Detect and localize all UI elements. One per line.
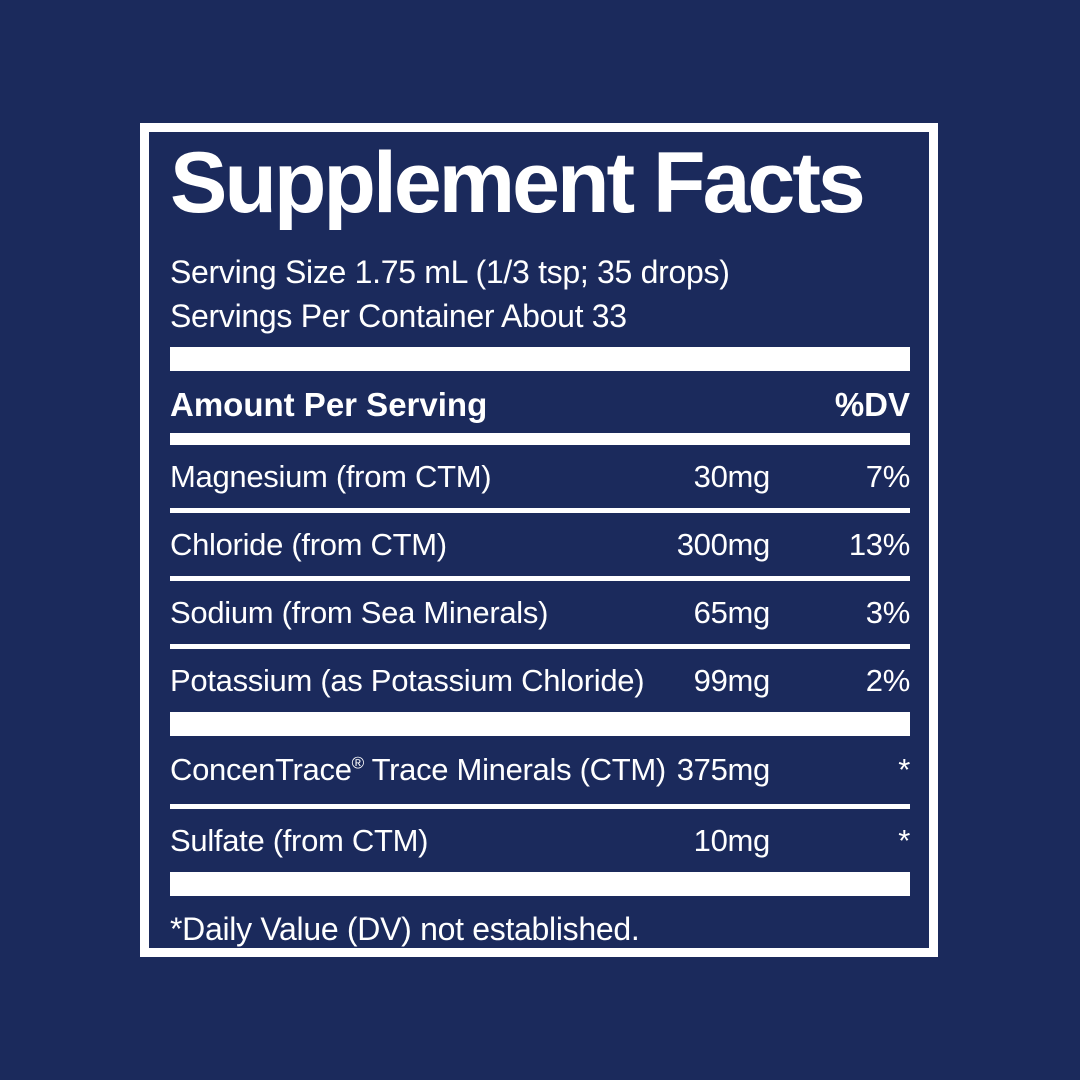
table-row: Magnesium (from CTM) 30mg 7% [170, 445, 910, 508]
table-row: Sodium (from Sea Minerals) 65mg 3% [170, 581, 910, 644]
nutrient-amount: 375mg [676, 752, 771, 787]
nutrient-name: Sulfate (from CTM) [170, 823, 694, 859]
supplement-facts-panel: Supplement Facts Serving Size 1.75 mL (1… [140, 123, 938, 957]
nutrient-name-text: ConcenTrace [170, 752, 352, 787]
nutrient-amount: 300mg [676, 526, 771, 562]
thin-separator [170, 804, 910, 809]
thin-separator [170, 576, 910, 581]
nutrient-dv: * [898, 752, 910, 787]
nutrient-name: Potassium (as Potassium Chloride) [170, 663, 694, 699]
nutrient-name: ConcenTrace® Trace Minerals (CTM) [170, 752, 677, 788]
nutrient-amount: 65mg [693, 594, 771, 630]
registered-mark: ® [351, 753, 365, 773]
nutrient-name: Sodium (from Sea Minerals) [170, 595, 694, 631]
dv-heading: %DV [834, 386, 910, 423]
thick-separator-bottom [170, 872, 910, 896]
nutrient-name-text: Magnesium (from CTM) [170, 458, 492, 494]
nutrient-amount: 99mg [693, 662, 771, 698]
nutrient-name: Chloride (from CTM) [170, 527, 677, 563]
nutrient-amount: 10mg [693, 822, 771, 858]
table-row: ConcenTrace® Trace Minerals (CTM) 375mg … [170, 736, 910, 804]
nutrient-dv: 2% [865, 662, 911, 698]
serving-size-text: Serving Size 1.75 mL (1/3 tsp; 35 drops) [170, 254, 730, 290]
serving-info: Serving Size 1.75 mL (1/3 tsp; 35 drops)… [170, 250, 910, 338]
nutrient-dv: * [898, 822, 910, 858]
nutrient-name-text: Sulfate (from CTM) [170, 822, 429, 858]
thin-separator [170, 508, 910, 513]
nutrient-dv: 13% [848, 526, 910, 562]
amount-per-serving-heading: Amount Per Serving [170, 386, 488, 423]
nutrient-name: Magnesium (from CTM) [170, 459, 694, 495]
nutrient-name-text: Trace Minerals (CTM) [363, 752, 667, 787]
nutrient-dv: 7% [865, 458, 911, 494]
servings-per-container-text: Servings Per Container About 33 [170, 298, 627, 334]
nutrient-dv: 3% [865, 594, 911, 630]
thick-separator-middle [170, 712, 910, 736]
table-row: Potassium (as Potassium Chloride) 99mg 2… [170, 649, 910, 712]
thick-separator-top [170, 347, 910, 371]
medium-separator-header [170, 433, 910, 445]
nutrient-name-text: Potassium (as Potassium Chloride) [170, 662, 645, 698]
panel-title: Supplement Facts [170, 135, 866, 231]
table-row: Sulfate (from CTM) 10mg * [170, 809, 910, 872]
table-header: Amount Per Serving %DV [170, 383, 910, 427]
nutrient-name-text: Chloride (from CTM) [170, 526, 447, 562]
nutrient-name-text: Sodium (from Sea Minerals) [170, 594, 549, 630]
table-row: Chloride (from CTM) 300mg 13% [170, 513, 910, 576]
daily-value-footnote: *Daily Value (DV) not established. [170, 911, 640, 947]
nutrient-amount: 30mg [693, 458, 771, 494]
thin-separator [170, 644, 910, 649]
